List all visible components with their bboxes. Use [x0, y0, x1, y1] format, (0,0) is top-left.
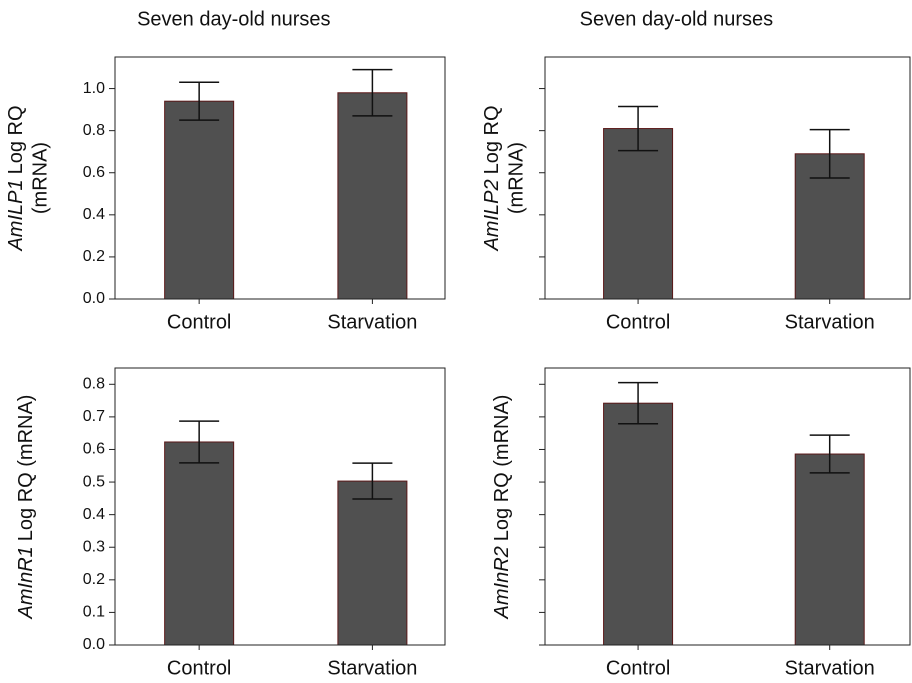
y-tick-label: 0.0 [83, 636, 105, 653]
y-label-gene: AmInR2 [491, 546, 513, 619]
y-label-gene: AmILP2 [481, 179, 503, 251]
y-tick-label: 0.3 [83, 538, 105, 555]
y-axis-label: AmInR1 Log RQ (mRNA) [15, 395, 37, 620]
y-label-gene: AmILP1 [5, 179, 27, 251]
y-axis-label: AmInR2 Log RQ (mRNA) [491, 395, 513, 620]
error-bar [352, 68, 393, 117]
plot-frame [114, 56, 446, 300]
y-tick-label: 0.1 [83, 604, 105, 621]
y-tick-label: 0.2 [83, 571, 105, 588]
bar [603, 128, 674, 300]
bar [337, 480, 408, 646]
bar [603, 402, 674, 646]
y-tick-label: 0.7 [83, 408, 105, 425]
plot-frame [114, 367, 446, 646]
y-label-text: Log RQ [5, 105, 27, 174]
x-tick-label: Control [167, 311, 231, 333]
error-bar [618, 105, 659, 152]
y-tick-label: 0.6 [83, 164, 105, 181]
y-axis-label-line2: (mRNA) [29, 142, 51, 214]
y-label-text: Log RQ [481, 105, 503, 174]
x-tick-label: Control [167, 657, 231, 679]
y-axis-label: AmILP2 Log RQ [481, 105, 503, 251]
y-label-text: Log RQ (mRNA) [15, 395, 37, 542]
y-axis-label-line2: (mRNA) [505, 142, 527, 214]
y-tick-label: 0.5 [83, 473, 105, 490]
y-tick-label: 0.6 [83, 441, 105, 458]
x-tick-label: Control [606, 311, 670, 333]
x-tick-label: Starvation [785, 311, 875, 333]
y-tick-label: 0.4 [83, 506, 105, 523]
panel-title: Seven day-old nurses [580, 8, 773, 30]
plot-frame [544, 56, 911, 300]
y-axis-label: AmILP1 Log RQ [5, 105, 27, 251]
y-tick-label: 0.0 [83, 290, 105, 307]
error-bar [179, 420, 220, 464]
y-tick-label: 1.0 [83, 80, 105, 97]
x-tick-label: Control [606, 657, 670, 679]
y-tick-label: 0.8 [83, 122, 105, 139]
y-label-text: Log RQ (mRNA) [491, 395, 513, 542]
x-tick-label: Starvation [327, 311, 417, 333]
x-tick-label: Starvation [327, 657, 417, 679]
y-label-gene: AmInR1 [15, 546, 37, 619]
plot-frame [544, 367, 911, 646]
bar [794, 453, 865, 646]
error-bar [352, 462, 393, 500]
bar [164, 441, 235, 646]
bar [337, 92, 408, 300]
y-tick-label: 0.8 [83, 376, 105, 393]
error-bar [179, 81, 220, 121]
y-tick-label: 0.2 [83, 248, 105, 265]
x-tick-label: Starvation [785, 657, 875, 679]
y-tick-label: 0.4 [83, 206, 105, 223]
error-bar [809, 434, 850, 474]
bar [164, 100, 235, 300]
error-bar [618, 381, 659, 425]
error-bar [809, 128, 850, 179]
panel-title: Seven day-old nurses [137, 8, 330, 30]
